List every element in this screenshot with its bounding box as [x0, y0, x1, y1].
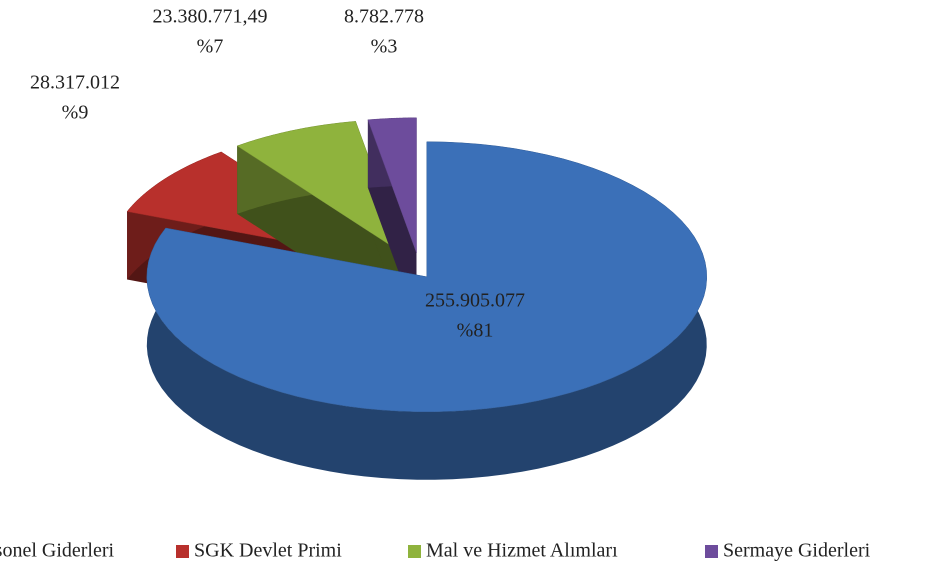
- data-label: 28.317.012: [30, 72, 120, 94]
- slice-top: [146, 141, 707, 412]
- percent-label: %7: [197, 36, 224, 58]
- slice: [146, 141, 707, 480]
- data-label: 255.905.077: [425, 290, 525, 312]
- legend-label: Personel Giderleri: [0, 540, 115, 562]
- legend-swatch: [176, 545, 189, 558]
- percent-label: %9: [62, 102, 89, 124]
- data-label: 23.380.771,49: [153, 6, 268, 28]
- data-label: 8.782.778: [344, 6, 424, 28]
- percent-label: %3: [371, 36, 398, 58]
- slice: [367, 117, 417, 321]
- percent-label: %81: [457, 320, 494, 342]
- legend-label: Mal ve Hizmet Alımları: [426, 540, 618, 562]
- legend-label: Sermaye Giderleri: [723, 540, 871, 562]
- legend-swatch: [705, 545, 718, 558]
- slice-top: [367, 117, 417, 253]
- slice-top: [236, 121, 405, 255]
- legend-swatch: [408, 545, 421, 558]
- legend-label: SGK Devlet Primi: [194, 540, 342, 562]
